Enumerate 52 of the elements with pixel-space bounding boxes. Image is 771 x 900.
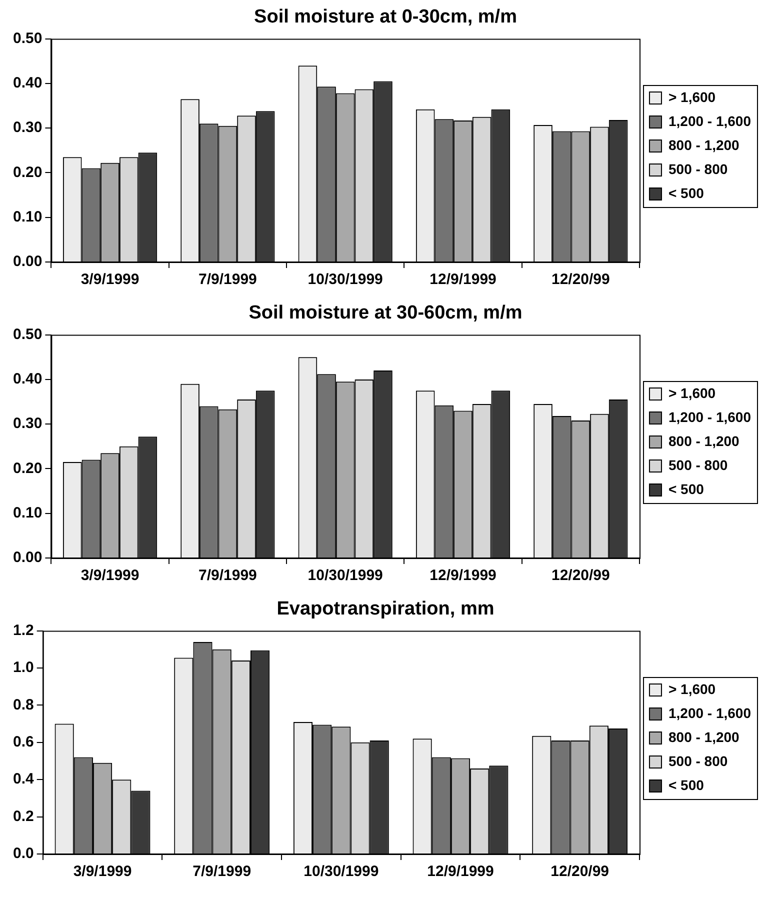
y-tick-label: 0.30 (12, 119, 42, 136)
legend-label: 800 - 1,200 (668, 728, 740, 745)
x-tick-label: 12/20/99 (550, 863, 610, 880)
y-tick-label: 0.00 (12, 549, 42, 566)
x-tick-label: 10/30/1999 (308, 271, 383, 288)
legend-label: < 500 (668, 776, 704, 793)
x-tick-label: 3/9/1999 (80, 567, 140, 584)
legend-label: > 1,600 (668, 680, 716, 697)
y-tick-label: 0.50 (12, 326, 42, 343)
y-tick-label: 0.20 (12, 164, 42, 181)
chart-title: Soil moisture at 0-30cm, m/m (254, 6, 517, 28)
y-tick-label: 0.8 (12, 696, 34, 714)
legend-label: 1,200 - 1,600 (668, 408, 752, 425)
legend-label: 800 - 1,200 (668, 136, 740, 153)
x-tick-label: 10/30/1999 (304, 863, 379, 880)
legend-label: < 500 (668, 184, 704, 201)
x-tick-label: 7/9/1999 (198, 567, 257, 584)
y-tick-label: 0.30 (12, 415, 42, 432)
y-tick-label: 0.10 (12, 208, 42, 226)
y-tick-label: 1.0 (12, 659, 34, 676)
chart-title: Soil moisture at 30-60cm, m/m (248, 302, 522, 324)
y-tick-label: 0.20 (12, 460, 42, 477)
y-tick-label: 0.40 (12, 74, 42, 92)
legend-label: 500 - 800 (668, 160, 728, 177)
y-tick-label: 0.0 (12, 845, 34, 862)
x-tick-label: 3/9/1999 (80, 271, 140, 288)
legend-label: 800 - 1,200 (668, 432, 740, 449)
y-tick-label: 0.10 (12, 504, 42, 522)
y-tick-label: 0.6 (12, 734, 34, 751)
x-tick-label: 10/30/1999 (308, 567, 383, 584)
y-tick-label: 0.4 (12, 770, 34, 788)
y-tick-label: 0.50 (12, 30, 42, 47)
legend-label: 500 - 800 (668, 456, 728, 473)
y-tick-label: 1.2 (12, 622, 34, 639)
legend-label: > 1,600 (668, 384, 716, 401)
x-tick-label: 7/9/1999 (192, 863, 252, 880)
y-tick-label: 0.2 (12, 808, 34, 825)
chart-title: Evapotranspiration, mm (276, 598, 494, 620)
x-tick-label: 12/9/1999 (427, 863, 494, 880)
x-tick-label: 3/9/1999 (73, 863, 132, 880)
x-tick-label: 12/20/99 (551, 567, 610, 584)
x-tick-label: 12/20/99 (551, 271, 610, 288)
y-tick-label: 0.40 (12, 370, 42, 388)
y-tick-label: 0.00 (12, 253, 42, 270)
x-tick-label: 12/9/1999 (430, 567, 496, 584)
x-tick-label: 7/9/1999 (198, 271, 257, 288)
x-tick-label: 12/9/1999 (430, 271, 496, 288)
legend-label: 1,200 - 1,600 (668, 704, 752, 721)
legend-label: < 500 (668, 480, 704, 497)
legend-label: 1,200 - 1,600 (668, 112, 752, 129)
legend-label: > 1,600 (668, 88, 716, 105)
legend-label: 500 - 800 (668, 752, 728, 769)
